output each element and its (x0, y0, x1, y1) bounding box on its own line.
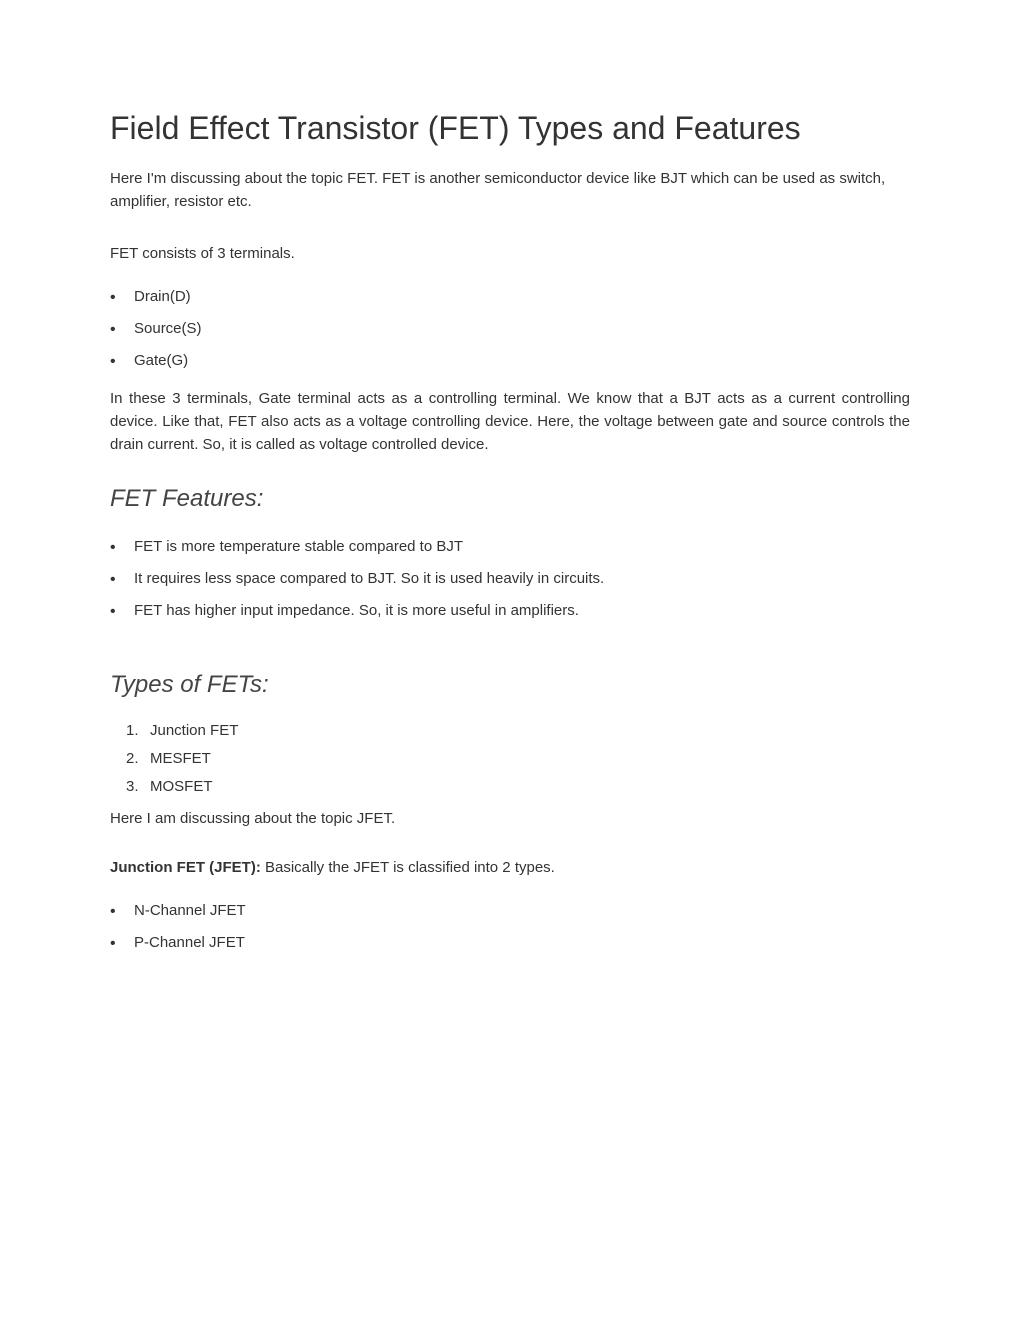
terminals-intro: FET consists of 3 terminals. (110, 242, 910, 265)
list-item: Gate(G) (110, 345, 910, 377)
jfet-types-list: N-Channel JFET P-Channel JFET (110, 895, 910, 959)
list-item: It requires less space compared to BJT. … (110, 563, 910, 595)
page-title: Field Effect Transistor (FET) Types and … (110, 110, 910, 147)
intro-paragraph: Here I'm discussing about the topic FET.… (110, 167, 910, 214)
features-list: FET is more temperature stable compared … (110, 531, 910, 627)
list-item: FET is more temperature stable compared … (110, 531, 910, 563)
list-item: FET has higher input impedance. So, it i… (110, 595, 910, 627)
list-item: MESFET (118, 745, 910, 773)
list-item: MOSFET (118, 773, 910, 801)
types-heading: Types of FETs: (110, 671, 910, 699)
terminals-explanation: In these 3 terminals, Gate terminal acts… (110, 387, 910, 457)
types-note: Here I am discussing about the topic JFE… (110, 807, 910, 830)
terminals-list: Drain(D) Source(S) Gate(G) (110, 281, 910, 377)
list-item: Source(S) (110, 313, 910, 345)
features-heading: FET Features: (110, 485, 910, 513)
jfet-text: Basically the JFET is classified into 2 … (265, 859, 555, 876)
list-item: Junction FET (118, 717, 910, 745)
jfet-paragraph: Junction FET (JFET): Basically the JFET … (110, 856, 910, 879)
types-list: Junction FET MESFET MOSFET (110, 717, 910, 801)
list-item: Drain(D) (110, 281, 910, 313)
list-item: P-Channel JFET (110, 927, 910, 959)
jfet-label: Junction FET (JFET): (110, 859, 265, 876)
list-item: N-Channel JFET (110, 895, 910, 927)
